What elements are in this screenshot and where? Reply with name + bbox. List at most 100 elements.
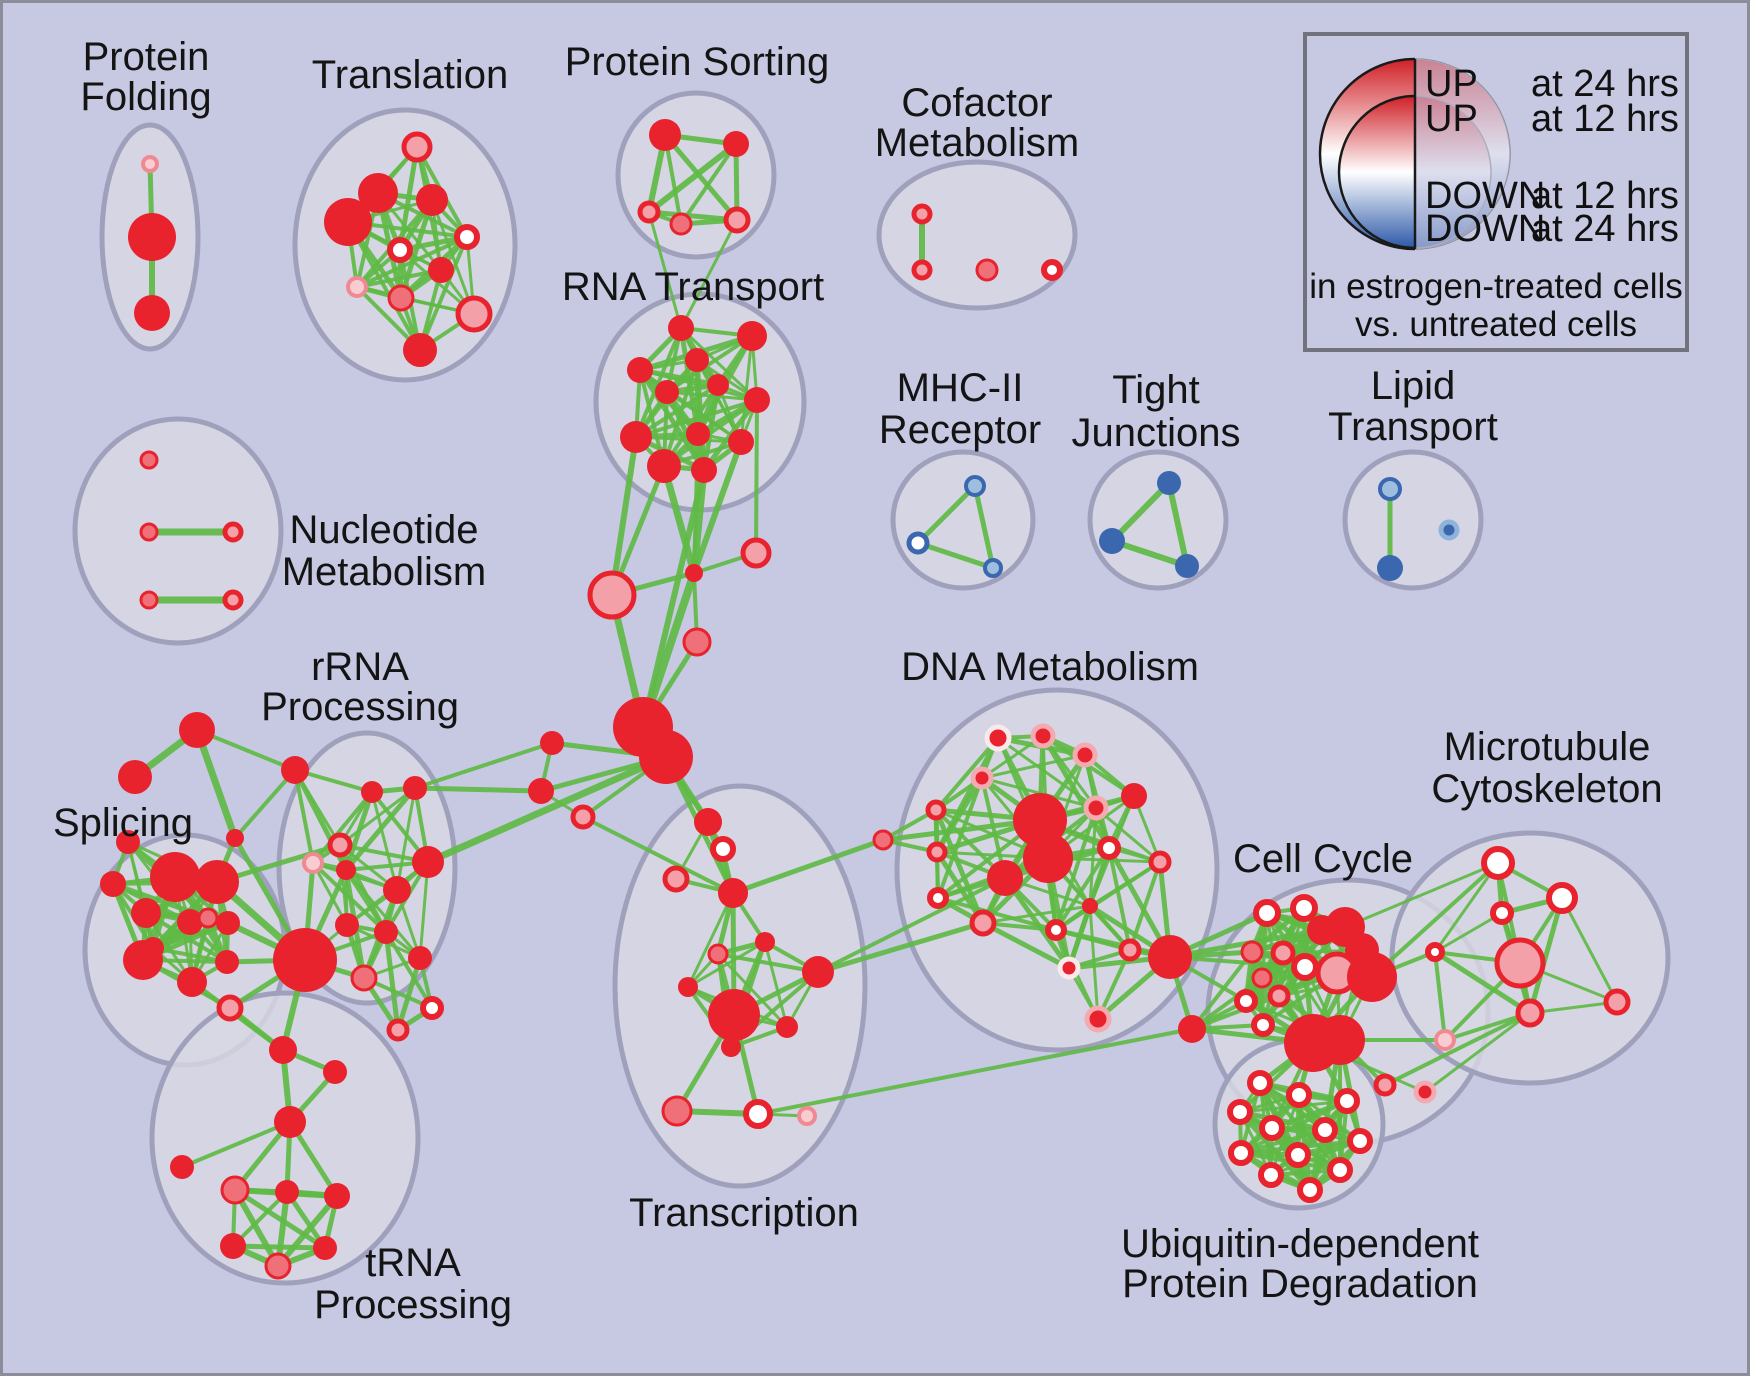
node-dm4[interactable] xyxy=(970,766,994,790)
node-ub5[interactable] xyxy=(1259,1115,1285,1141)
node-dm15[interactable] xyxy=(969,909,997,937)
node-rt7[interactable] xyxy=(744,387,770,413)
node-cf2[interactable] xyxy=(911,259,933,281)
node-dm11[interactable] xyxy=(987,860,1023,896)
node-ub1[interactable] xyxy=(1247,1070,1273,1096)
node-tn7[interactable] xyxy=(275,1180,299,1204)
node-cc13[interactable] xyxy=(1267,984,1291,1008)
node-rt10[interactable] xyxy=(728,429,754,455)
node-tl8[interactable] xyxy=(346,276,368,298)
node-mt7[interactable] xyxy=(1603,988,1631,1016)
node-ps2[interactable] xyxy=(723,131,749,157)
node-dm12[interactable] xyxy=(1097,836,1121,860)
node-dm20[interactable] xyxy=(1118,938,1142,962)
node-dm5[interactable] xyxy=(925,799,947,821)
node-nm2[interactable] xyxy=(139,522,159,542)
node-dm2[interactable] xyxy=(1030,723,1056,749)
node-cc10[interactable] xyxy=(1347,952,1397,1002)
node-ub10[interactable] xyxy=(1258,1162,1284,1188)
node-cn10[interactable] xyxy=(570,804,596,830)
node-rt1[interactable] xyxy=(668,315,694,341)
node-tn5[interactable] xyxy=(170,1155,194,1179)
node-cf3[interactable] xyxy=(975,258,999,282)
node-dm14[interactable] xyxy=(927,887,949,909)
node-rr14[interactable] xyxy=(420,996,444,1020)
node-sp5[interactable] xyxy=(216,911,240,935)
node-nm3[interactable] xyxy=(222,521,244,543)
node-cc1[interactable] xyxy=(1253,899,1281,927)
node-cc17[interactable] xyxy=(1178,1015,1206,1043)
node-tl5[interactable] xyxy=(454,224,480,250)
node-cc12[interactable] xyxy=(1234,989,1258,1013)
node-mt4[interactable] xyxy=(1425,942,1445,962)
node-tl7[interactable] xyxy=(428,257,454,283)
node-cc7[interactable] xyxy=(1270,940,1296,966)
node-tl9[interactable] xyxy=(387,284,415,312)
node-nm4[interactable] xyxy=(139,590,159,610)
node-ub11[interactable] xyxy=(1327,1157,1353,1183)
node-sp11[interactable] xyxy=(215,950,239,974)
node-dm13[interactable] xyxy=(1148,850,1172,874)
node-dm19[interactable] xyxy=(1084,1005,1112,1033)
node-cn8[interactable] xyxy=(528,778,554,804)
node-mt2[interactable] xyxy=(1546,882,1578,914)
node-dm9[interactable] xyxy=(1013,793,1067,847)
node-tc10[interactable] xyxy=(776,1016,798,1038)
node-rr15[interactable] xyxy=(386,1018,410,1042)
node-rt8[interactable] xyxy=(620,421,652,453)
node-tl2[interactable] xyxy=(358,173,398,213)
node-rr8[interactable] xyxy=(412,846,444,878)
node-tc5[interactable] xyxy=(755,932,775,952)
node-rr6[interactable] xyxy=(336,860,356,880)
node-tc11[interactable] xyxy=(721,1037,741,1057)
node-rr2[interactable] xyxy=(361,781,383,803)
node-tn10[interactable] xyxy=(313,1236,337,1260)
node-tc8[interactable] xyxy=(802,956,834,988)
node-sp7[interactable] xyxy=(116,830,140,854)
node-ub9[interactable] xyxy=(1285,1142,1311,1168)
node-pf3[interactable] xyxy=(134,295,170,331)
node-tc13[interactable] xyxy=(743,1099,773,1129)
node-tg3[interactable] xyxy=(226,829,244,847)
node-ub7[interactable] xyxy=(1347,1128,1373,1154)
node-tj2[interactable] xyxy=(1099,528,1125,554)
node-ps1[interactable] xyxy=(649,119,681,151)
node-tn1[interactable] xyxy=(216,994,244,1022)
node-rt12[interactable] xyxy=(691,457,717,483)
node-tc9[interactable] xyxy=(708,989,760,1041)
node-rt3[interactable] xyxy=(627,357,653,383)
node-dm8[interactable] xyxy=(1121,783,1147,809)
node-sp8[interactable] xyxy=(100,871,126,897)
node-sp1[interactable] xyxy=(150,852,200,902)
node-tc12[interactable] xyxy=(661,1095,693,1127)
node-rr1[interactable] xyxy=(281,756,309,784)
node-ub8[interactable] xyxy=(1228,1140,1254,1166)
node-rr13[interactable] xyxy=(408,946,432,970)
node-rr11[interactable] xyxy=(374,920,398,944)
node-tc2[interactable] xyxy=(710,836,736,862)
node-tc14[interactable] xyxy=(797,1106,817,1126)
node-rt6[interactable] xyxy=(707,374,729,396)
node-tl10[interactable] xyxy=(455,295,493,333)
node-dm17[interactable] xyxy=(1045,919,1067,941)
node-tl1[interactable] xyxy=(401,131,433,163)
node-tc6[interactable] xyxy=(707,943,729,965)
node-mt6[interactable] xyxy=(1515,998,1545,1028)
node-tn8[interactable] xyxy=(324,1183,350,1209)
node-dm3[interactable] xyxy=(1072,742,1098,768)
node-tl11[interactable] xyxy=(403,333,437,367)
node-ub2[interactable] xyxy=(1286,1082,1312,1108)
node-ub6[interactable] xyxy=(1312,1117,1338,1143)
node-pf2[interactable] xyxy=(128,213,176,261)
node-tn11[interactable] xyxy=(264,1252,292,1280)
node-tg1[interactable] xyxy=(179,712,215,748)
node-tj1[interactable] xyxy=(1157,471,1181,495)
node-cc16[interactable] xyxy=(1315,1015,1365,1065)
node-ub3[interactable] xyxy=(1334,1088,1360,1114)
node-tn3[interactable] xyxy=(323,1060,347,1084)
node-rt2[interactable] xyxy=(737,321,767,351)
node-tc1[interactable] xyxy=(694,808,722,836)
node-tl6[interactable] xyxy=(387,237,413,263)
node-dm10[interactable] xyxy=(1023,833,1073,883)
node-tc3[interactable] xyxy=(662,865,690,893)
